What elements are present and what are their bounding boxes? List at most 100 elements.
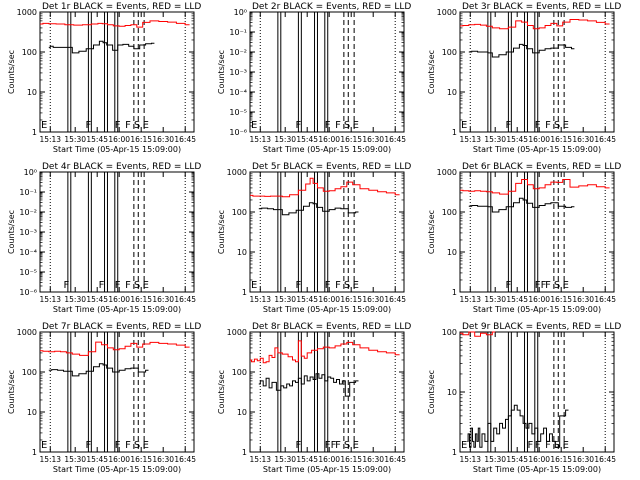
y-tick-label: 100 — [442, 208, 457, 217]
x-tick-label: 16:45 — [174, 455, 196, 464]
y-tick-label: 10⁻¹ — [229, 28, 247, 37]
x-tick-label: 16:15 — [550, 295, 572, 304]
y-tick-label: 10⁻² — [229, 48, 247, 57]
x-tick-label: 16:30 — [572, 295, 594, 304]
x-tick-label: 16:45 — [384, 295, 406, 304]
y-tick-label: 10⁻⁴ — [229, 88, 247, 97]
x-tick-label: 16:00 — [318, 455, 340, 464]
y-tick-label: 1 — [242, 288, 247, 297]
x-axis-label: Start Time (05-Apr-15 15:09:00) — [53, 465, 181, 474]
y-tick-label: 100 — [442, 48, 457, 57]
x-tick-label: 16:15 — [130, 135, 152, 144]
event-marker-e: E — [563, 120, 569, 131]
x-tick-label: 16:15 — [550, 455, 572, 464]
plot-frame — [39, 171, 195, 293]
y-tick-label: 10⁻³ — [229, 68, 247, 77]
plot-frame — [249, 331, 405, 453]
x-axis-label: Start Time (05-Apr-15 15:09:00) — [263, 145, 391, 154]
x-tick-label: 16:15 — [550, 135, 572, 144]
event-marker-f: F — [545, 440, 551, 451]
x-tick-label: 15:30 — [64, 295, 86, 304]
event-marker-s: S — [134, 120, 140, 131]
y-tick-label: 10 — [27, 408, 37, 417]
x-tick-label: 15:13 — [249, 295, 271, 304]
panel-2: Det 2r BLACK = Events, RED = LLD 10⁰ 10⁻¹ 1… — [217, 2, 411, 154]
panel-3: Det 3r BLACK = Events, RED = LLD 1 10 100 10… — [427, 2, 621, 154]
series-events — [468, 43, 575, 58]
event-marker-f: F — [115, 440, 121, 451]
x-tick-label: 15:45 — [86, 135, 108, 144]
event-marker-s: S — [344, 120, 350, 131]
x-tick-label: 16:30 — [152, 455, 174, 464]
x-tick-label: 16:45 — [384, 135, 406, 144]
y-axis-label: Counts/sec — [427, 370, 436, 414]
panel-1: Det 1r BLACK = Events, RED = LLD 1 10 100 10… — [7, 2, 201, 154]
event-marker-s: S — [134, 280, 140, 291]
y-tick-label: 10⁻³ — [19, 228, 37, 237]
x-tick-label: 15:30 — [484, 455, 506, 464]
plot-frame — [249, 171, 405, 293]
x-tick-label: 15:45 — [506, 455, 528, 464]
event-marker-e: E — [251, 280, 257, 291]
event-marker-e: E — [41, 120, 47, 131]
y-tick-label: 10 — [447, 88, 457, 97]
y-tick-label: 1 — [32, 448, 37, 457]
x-tick-label: 15:45 — [506, 295, 528, 304]
event-marker-f: F — [505, 120, 511, 131]
y-tick-label: 10⁰ — [24, 168, 37, 177]
event-marker-e: E — [353, 120, 359, 131]
y-tick-label: 10⁻⁵ — [229, 108, 247, 117]
x-tick-label: 16:00 — [528, 295, 550, 304]
y-tick-label: 100 — [22, 368, 37, 377]
event-marker-f: F — [325, 120, 331, 131]
x-tick-label: 15:45 — [296, 135, 318, 144]
x-tick-label: 16:30 — [362, 135, 384, 144]
event-marker-f: F — [331, 440, 337, 451]
y-tick-label: 10⁻⁶ — [19, 288, 37, 297]
x-tick-label: 15:30 — [274, 455, 296, 464]
panel-title: Det 5r BLACK = Events, RED = LLD — [252, 162, 411, 172]
event-marker-f: F — [325, 440, 331, 451]
series-lld — [250, 340, 400, 364]
y-tick-label: 1000 — [227, 328, 247, 337]
x-axis-label: Start Time (05-Apr-15 15:09:00) — [53, 145, 181, 154]
y-tick-label: 100 — [442, 328, 457, 337]
series-lld — [250, 177, 400, 198]
series-lld — [460, 19, 610, 30]
plot-frame — [39, 11, 195, 133]
y-tick-label: 1 — [452, 288, 457, 297]
x-tick-label: 15:13 — [459, 295, 481, 304]
panel-title: Det 8r BLACK = Events, RED = LLD — [252, 322, 411, 332]
panel-9: Det 9r BLACK = Events, RED = LLD 1 10 100 15… — [427, 322, 621, 474]
event-marker-e: E — [143, 280, 149, 291]
x-tick-label: 15:13 — [39, 455, 61, 464]
y-tick-label: 1000 — [437, 168, 457, 177]
x-tick-label: 15:45 — [506, 135, 528, 144]
panel-5: Det 5r BLACK = Events, RED = LLD 1 10 100 10… — [217, 162, 411, 314]
x-tick-label: 16:00 — [108, 295, 130, 304]
x-tick-label: 16:15 — [130, 455, 152, 464]
x-tick-label: 15:45 — [296, 295, 318, 304]
y-tick-label: 10⁻⁵ — [19, 268, 37, 277]
series-lld — [460, 179, 610, 195]
panel-7: Det 7r BLACK = Events, RED = LLD 1 10 100 10… — [7, 322, 201, 474]
x-tick-label: 16:45 — [594, 455, 616, 464]
x-tick-label: 16:00 — [318, 295, 340, 304]
event-marker-f: F — [335, 440, 341, 451]
y-tick-label: 10⁻² — [19, 208, 37, 217]
x-tick-label: 15:13 — [459, 135, 481, 144]
x-tick-label: 16:30 — [152, 295, 174, 304]
series-lld — [40, 20, 190, 28]
event-marker-e: E — [563, 280, 569, 291]
panel-title: Det 2r BLACK = Events, RED = LLD — [252, 2, 411, 12]
event-marker-f: F — [125, 280, 131, 291]
event-marker-e: E — [563, 440, 569, 451]
y-tick-label: 100 — [22, 48, 37, 57]
event-marker-f: F — [115, 280, 121, 291]
event-marker-e: E — [251, 120, 257, 131]
x-axis-label: Start Time (05-Apr-15 15:09:00) — [53, 305, 181, 314]
event-marker-f: F — [115, 120, 121, 131]
y-tick-label: 1 — [452, 448, 457, 457]
